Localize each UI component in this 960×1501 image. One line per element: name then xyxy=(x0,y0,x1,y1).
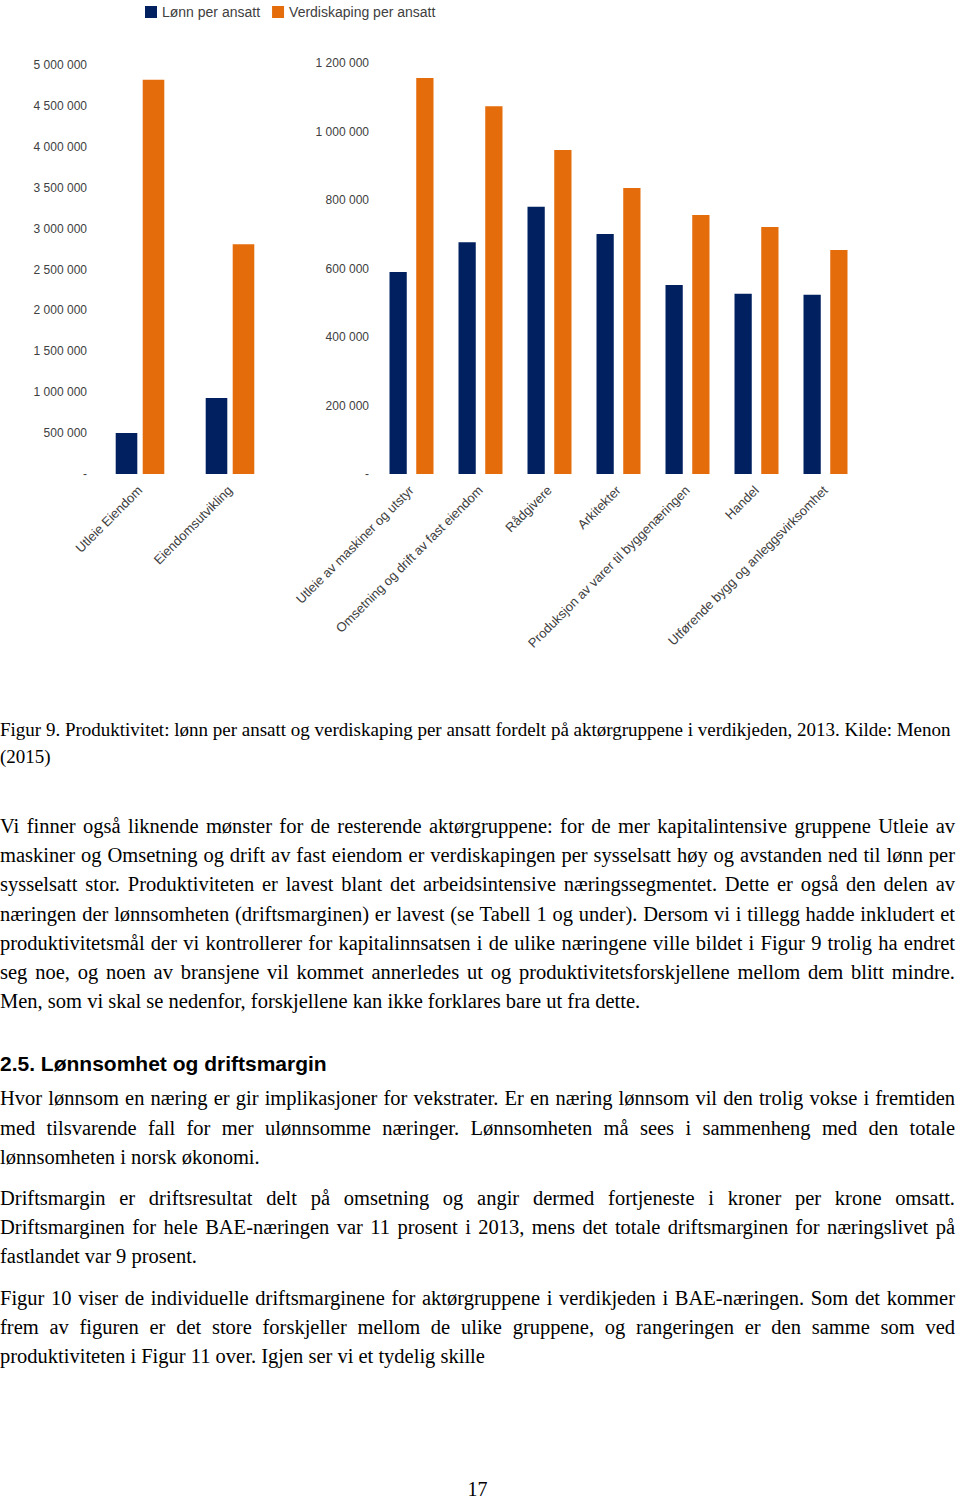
svg-text:3 000 000: 3 000 000 xyxy=(34,222,88,236)
svg-text:Omsetning og drift av fast eie: Omsetning og drift av fast eiendom xyxy=(333,483,486,636)
svg-text:400 000: 400 000 xyxy=(326,330,370,344)
svg-text:1 000 000: 1 000 000 xyxy=(34,385,88,399)
svg-text:1 500 000: 1 500 000 xyxy=(34,344,88,358)
html-text:17: 17 xyxy=(467,1478,488,1500)
svg-text:Rådgivere: Rådgivere xyxy=(502,483,554,535)
svg-text:-: - xyxy=(83,467,87,481)
svg-text:Arkitekter: Arkitekter xyxy=(574,482,624,532)
svg-text:Handel: Handel xyxy=(722,483,762,523)
html-text:Figur 9. Produktivitet: lønn p: Figur 9. Produktivitet: lønn per ansatt … xyxy=(0,719,951,767)
svg-text:4 500 000: 4 500 000 xyxy=(34,99,88,113)
svg-text:Lønn per ansatt: Lønn per ansatt xyxy=(162,4,260,20)
svg-text:-: - xyxy=(365,467,369,481)
html-text:Hvor lønnsom en næring er gir: Hvor lønnsom en næring er gir implikasjo… xyxy=(0,1087,955,1168)
svg-text:2 000 000: 2 000 000 xyxy=(34,303,88,317)
html-text:Driftsmargin er driftsresultat: Driftsmargin er driftsresultat delt på o… xyxy=(0,1187,955,1268)
svg-text:Eiendomsutvikling: Eiendomsutvikling xyxy=(151,483,236,568)
svg-text:Produksjon av varer til byggen: Produksjon av varer til byggenæringen xyxy=(525,483,693,651)
svg-text:3 500 000: 3 500 000 xyxy=(34,181,88,195)
svg-text:1 200 000: 1 200 000 xyxy=(316,56,370,70)
svg-text:200 000: 200 000 xyxy=(326,399,370,413)
svg-text:Verdiskaping per ansatt: Verdiskaping per ansatt xyxy=(289,4,435,20)
svg-text:5 000 000: 5 000 000 xyxy=(34,58,88,72)
svg-text:600 000: 600 000 xyxy=(326,262,370,276)
svg-text:800 000: 800 000 xyxy=(326,193,370,207)
svg-text:4 000 000: 4 000 000 xyxy=(34,140,88,154)
html-text:Figur 10 viser de individuelle: Figur 10 viser de individuelle driftsmar… xyxy=(0,1286,955,1367)
svg-text:Utleie av maskiner og utstyr: Utleie av maskiner og utstyr xyxy=(293,482,417,606)
svg-text:Utleie Eiendom: Utleie Eiendom xyxy=(72,483,145,556)
svg-text:500 000: 500 000 xyxy=(44,426,88,440)
svg-text:2 500 000: 2 500 000 xyxy=(34,263,88,277)
svg-text:1 000 000: 1 000 000 xyxy=(316,125,370,139)
html-text:2.5. Lønnsomhet og driftsmargi: 2.5. Lønnsomhet og driftsmargin xyxy=(0,1052,327,1076)
svg-text:Utførende bygg og anleggsvirks: Utførende bygg og anleggsvirksomhet xyxy=(665,482,831,648)
html-text:Vi finner også liknende mønste: Vi finner også liknende mønster for de r… xyxy=(0,815,955,1013)
